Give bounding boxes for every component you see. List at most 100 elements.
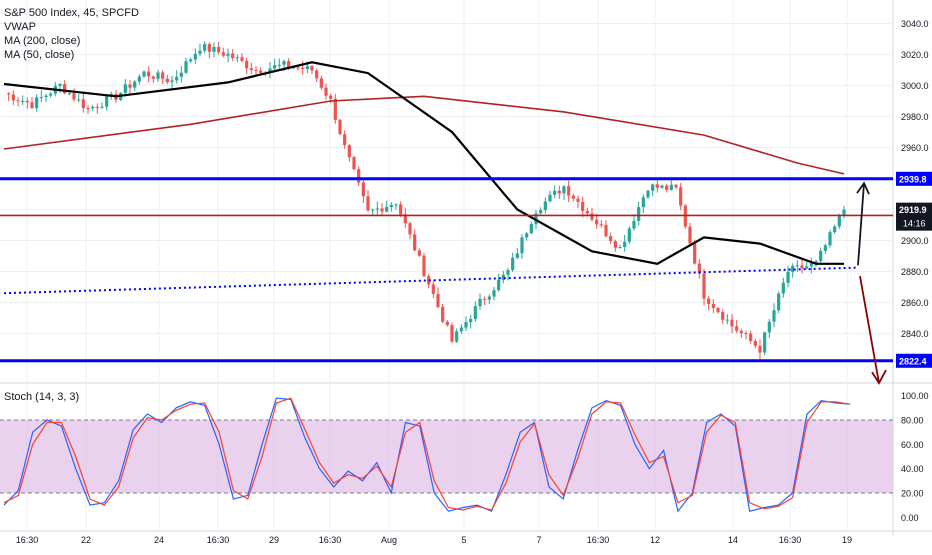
candle <box>212 42 216 58</box>
candle-body <box>422 255 426 277</box>
candle <box>49 91 53 98</box>
candle <box>763 331 767 356</box>
candle <box>581 196 585 218</box>
candle <box>16 97 20 107</box>
legend-stoch[interactable]: Stoch (14, 3, 3) <box>4 391 80 403</box>
candle <box>315 68 319 83</box>
candle-body <box>735 326 739 331</box>
candle-body <box>590 213 594 220</box>
candle <box>394 203 398 210</box>
candle <box>483 296 487 306</box>
candle <box>249 62 253 75</box>
candle-body <box>254 69 258 71</box>
candle <box>809 257 813 274</box>
candle <box>501 270 505 284</box>
candle <box>455 328 459 344</box>
candle <box>137 74 141 85</box>
candle <box>301 60 305 75</box>
legend-vwap[interactable]: VWAP <box>4 21 36 33</box>
candle <box>198 43 202 57</box>
candle-body <box>725 319 729 321</box>
candle <box>837 213 841 229</box>
price-tick-label: 2840.0 <box>901 329 929 339</box>
candle-body <box>380 208 384 212</box>
candle-body <box>464 322 468 328</box>
candle <box>333 93 337 124</box>
candle-body <box>609 236 613 242</box>
candle <box>235 54 239 63</box>
candle-body <box>240 57 244 61</box>
candle-body <box>576 198 580 202</box>
candle-body <box>63 84 67 94</box>
candle <box>184 57 188 75</box>
candle-body <box>520 237 524 254</box>
candle <box>231 48 235 61</box>
candle-body <box>800 265 804 269</box>
candle <box>203 41 207 54</box>
legend-symbol[interactable]: S&P 500 Index, 45, SPCFD <box>4 7 139 19</box>
legend-ma200[interactable]: MA (200, close) <box>4 35 81 47</box>
candle-body <box>543 201 547 211</box>
candle-body <box>515 253 519 258</box>
candle <box>151 75 155 83</box>
candle-body <box>231 53 235 58</box>
candle <box>543 197 547 214</box>
candle <box>646 189 650 199</box>
candle <box>627 226 631 245</box>
candle-body <box>16 100 20 102</box>
candle-body <box>833 226 837 233</box>
candle-body <box>436 293 440 307</box>
candle-body <box>641 197 645 208</box>
candle-body <box>571 195 575 199</box>
badge-top-level: 2939.8 <box>899 174 927 184</box>
candle <box>81 92 85 113</box>
candle-body <box>511 257 515 271</box>
candle-body <box>235 57 239 59</box>
candle-body <box>394 204 398 206</box>
candle-body <box>221 52 225 56</box>
candle <box>478 293 482 310</box>
candle <box>240 52 244 63</box>
candle <box>833 224 837 234</box>
time-tick-label: 12 <box>650 535 660 545</box>
candle-body <box>217 47 221 53</box>
stoch-tick-label: 100.00 <box>901 391 929 401</box>
legend-ma50[interactable]: MA (50, close) <box>4 49 75 61</box>
candle-body <box>473 306 477 319</box>
candle <box>193 48 197 64</box>
candle-body <box>366 196 370 211</box>
candle-body <box>170 80 174 83</box>
candle-body <box>711 303 715 309</box>
candle-body <box>637 207 641 221</box>
candle <box>529 221 533 235</box>
ma50-line <box>3 61 844 265</box>
candle-body <box>319 78 323 88</box>
candle <box>277 58 281 69</box>
candle <box>599 219 603 228</box>
candle <box>637 201 641 226</box>
candle <box>207 42 211 59</box>
candle-body <box>445 321 449 326</box>
candle <box>548 190 552 203</box>
candle-body <box>11 94 15 101</box>
candle <box>245 57 249 75</box>
stoch-d-line <box>3 397 851 511</box>
stoch-tick-label: 60.00 <box>901 440 924 450</box>
candle-body <box>623 241 627 248</box>
time-tick-label: 16:30 <box>587 535 610 545</box>
candle-body <box>469 318 473 323</box>
candle-body <box>77 99 81 101</box>
candle-body <box>478 298 482 307</box>
candle-body <box>716 308 720 313</box>
candle <box>352 155 356 171</box>
candle-body <box>557 190 561 194</box>
candle-body <box>781 282 785 294</box>
candle <box>711 299 715 314</box>
candle <box>324 83 328 101</box>
candle-body <box>501 274 505 280</box>
time-tick-label: 7 <box>536 535 541 545</box>
candle <box>800 259 804 274</box>
candle <box>655 178 659 193</box>
candle <box>595 214 599 229</box>
